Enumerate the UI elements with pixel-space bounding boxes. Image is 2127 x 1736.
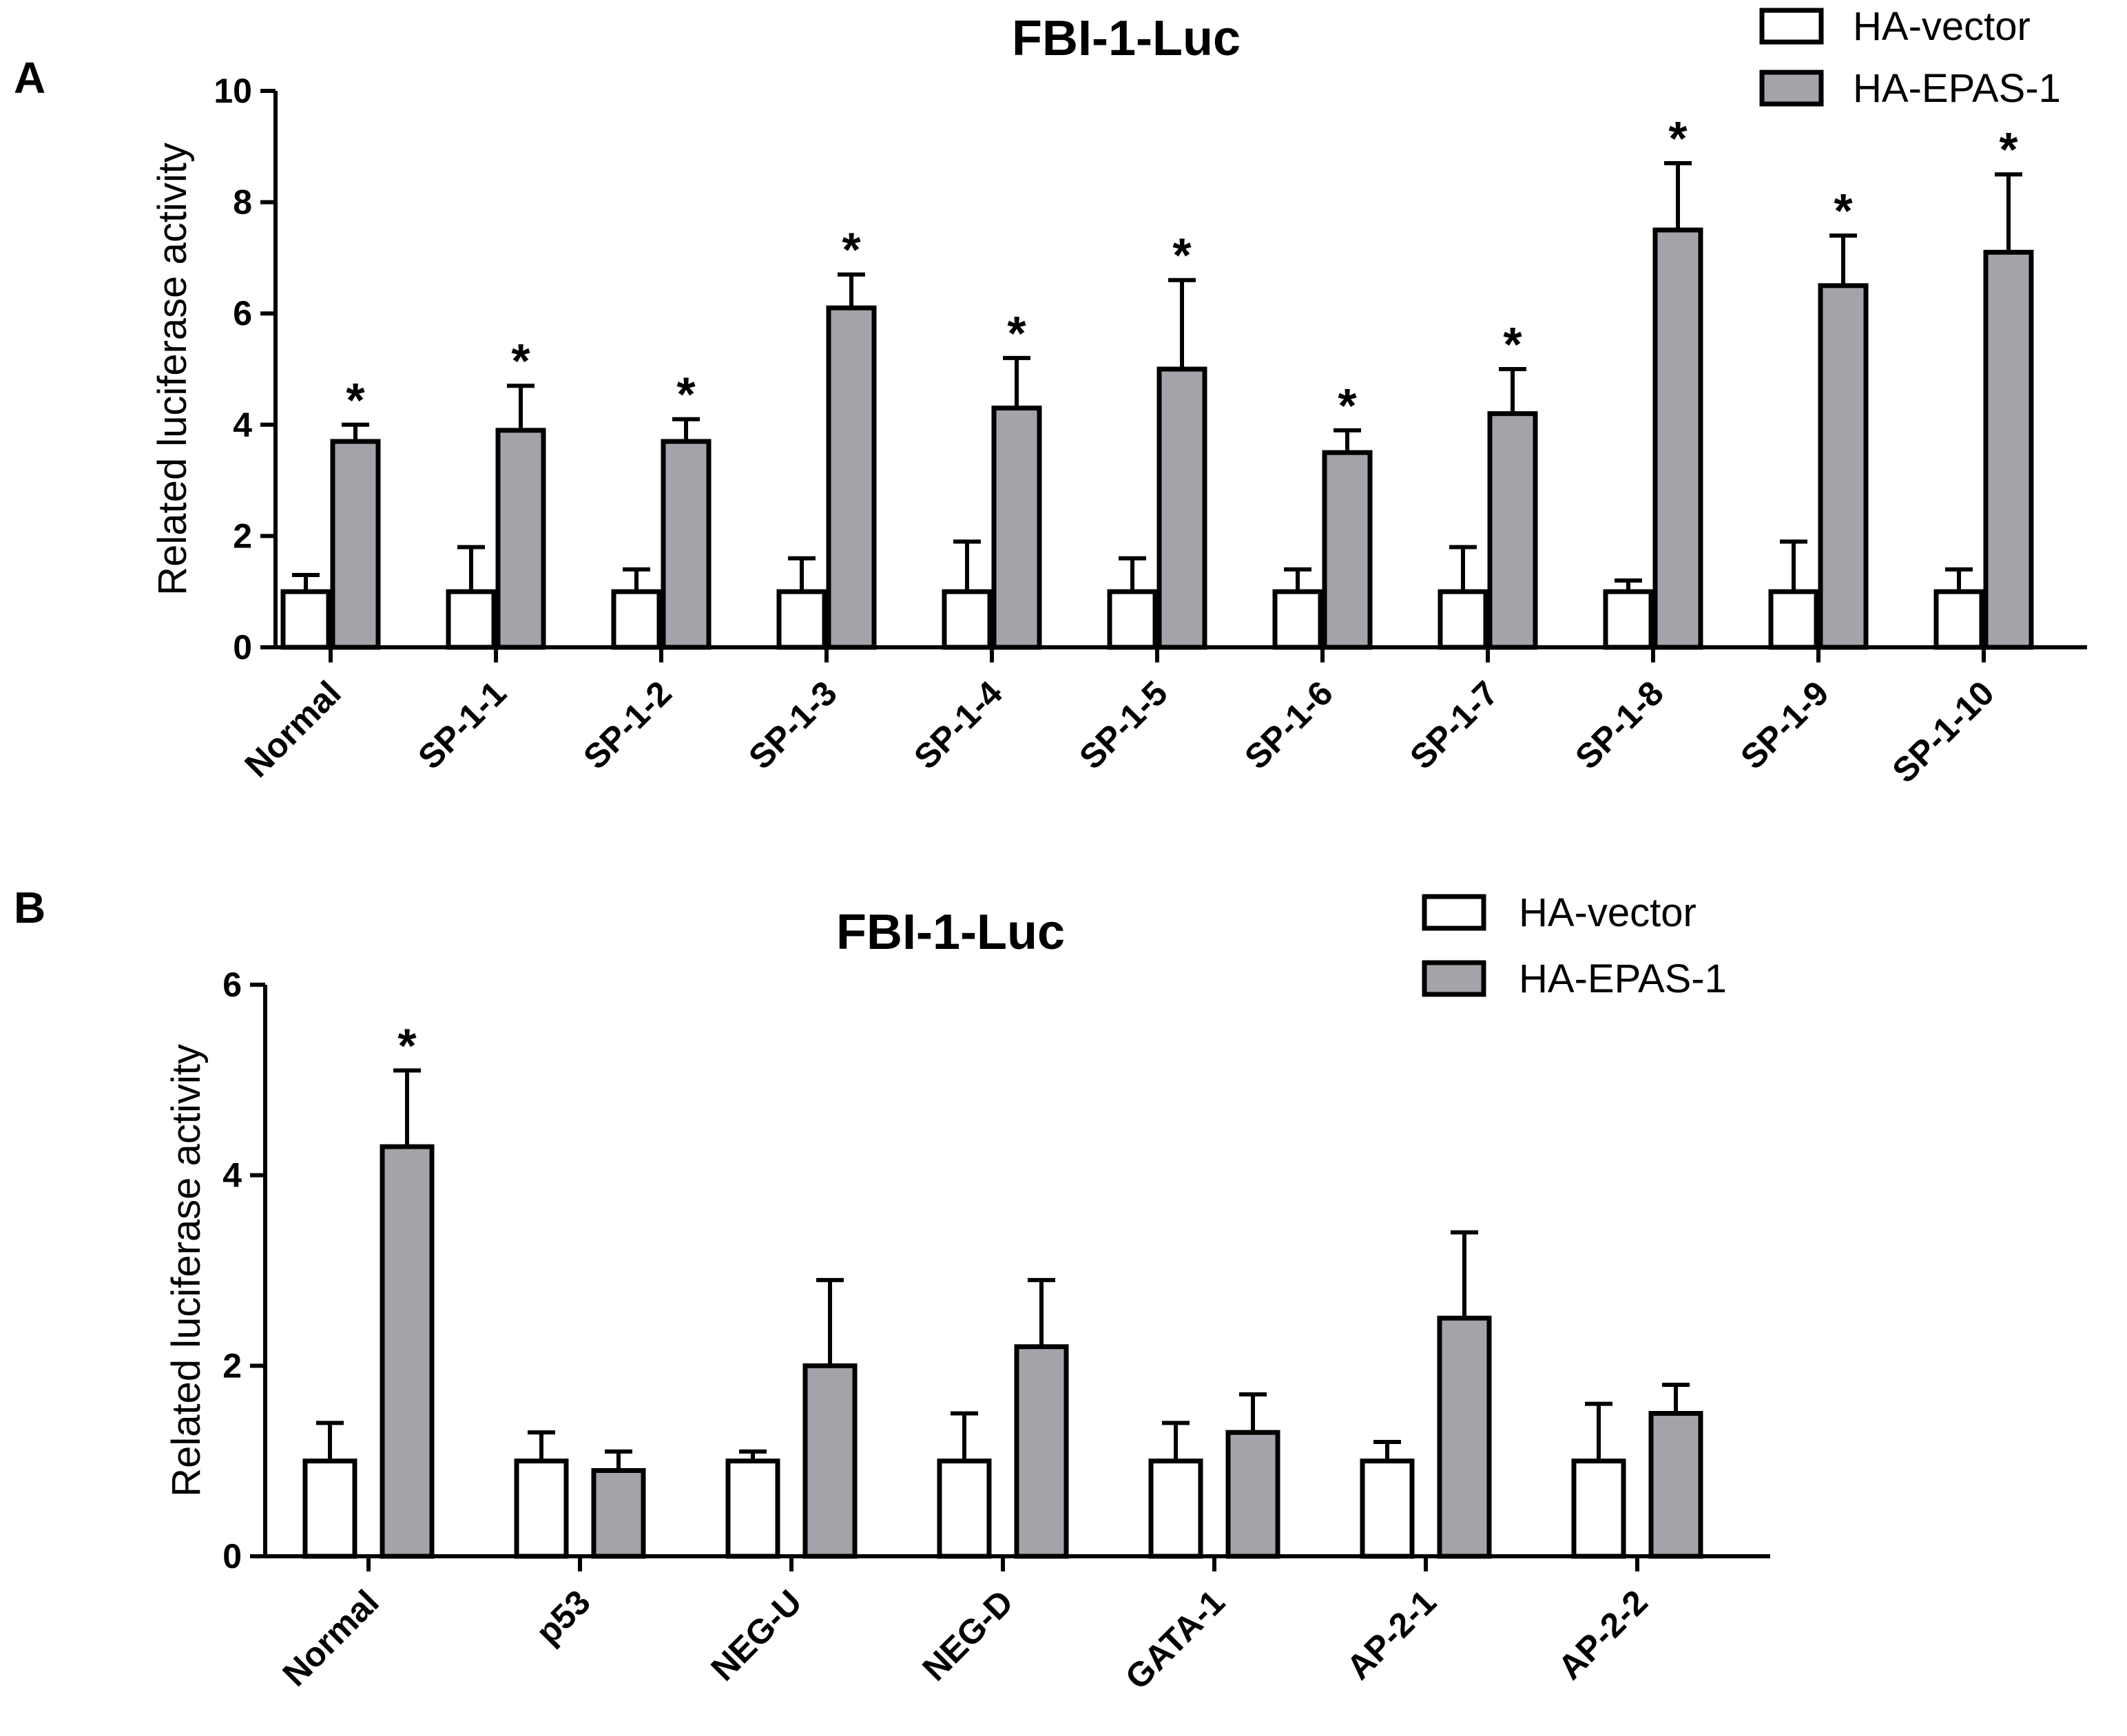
chart1-legend-label-0: HA-vector <box>1519 890 1697 935</box>
chart1-bar-1-1 <box>591 1468 646 1559</box>
chart1-bar-0-1 <box>514 1458 569 1559</box>
chart1-bar-0-0 <box>302 1458 357 1559</box>
chart1-bar-0-5 <box>1360 1458 1415 1559</box>
chart1-category-label-4: GATA-1 <box>1118 1582 1232 1697</box>
chart1-category-label-3: NEG-D <box>915 1582 1021 1688</box>
chart1-bar-0-6 <box>1571 1458 1626 1559</box>
chart0-bar-1-5 <box>1156 366 1207 650</box>
chart0-bar-0-1 <box>446 589 497 650</box>
chart1-bar-0-2 <box>725 1458 780 1559</box>
chart0-y-tick-label-0: 0 <box>233 628 252 667</box>
panel-label-a: A <box>14 53 45 103</box>
chart0-significance-9: * <box>1834 184 1853 238</box>
chart0-category-label-10: SP-1-10 <box>1885 673 2001 790</box>
chart0-category-label-7: SP-1-7 <box>1402 673 1506 777</box>
chart0-category-label-5: SP-1-5 <box>1072 673 1175 777</box>
chart0-legend-swatch-0 <box>1759 8 1824 45</box>
chart1-y-tick-label-0: 0 <box>222 1537 242 1576</box>
chart0-legend-label-1: HA-EPAS-1 <box>1853 66 2061 111</box>
chart1-y-axis-label: Related luciferase activity <box>164 1044 209 1497</box>
chart0-y-tick-label-2: 4 <box>233 406 252 444</box>
chart1-title: FBI-1-Luc <box>836 905 1065 960</box>
chart0-category-label-0: Normal <box>237 673 348 784</box>
chart0-bar-0-9 <box>1768 589 1819 650</box>
chart0-significance-5: * <box>1172 229 1192 282</box>
chart0-significance-4: * <box>1007 306 1026 360</box>
chart-panel-b: FBI-1-Luc 0 2 4 6 Related luciferase activity… <box>164 890 1770 1697</box>
chart1-bar-0-4 <box>1148 1458 1203 1559</box>
chart0-y-tick-label-3: 6 <box>233 294 252 333</box>
chart1-category-label-0: Normal <box>275 1582 386 1693</box>
chart1-significance-0: * <box>397 1019 417 1073</box>
chart1-category-label-5: AP-2-1 <box>1339 1582 1444 1687</box>
chart1-y-tick-label-2: 4 <box>222 1156 242 1195</box>
chart0-significance-2: * <box>676 368 696 421</box>
chart1-bar-0-3 <box>937 1458 992 1559</box>
chart1-bar-1-4 <box>1225 1430 1280 1559</box>
chart0-bar-0-4 <box>942 589 993 650</box>
chart0-title: FBI-1-Luc <box>1012 11 1241 66</box>
chart0-significance-7: * <box>1503 317 1522 371</box>
chart1-bar-1-5 <box>1437 1315 1492 1559</box>
chart1-bar-1-3 <box>1014 1344 1069 1559</box>
chart1-y-tick-label-3: 6 <box>222 965 242 1004</box>
chart0-bar-0-5 <box>1107 589 1158 650</box>
chart0-bar-1-9 <box>1818 283 1869 650</box>
chart0-significance-10: * <box>1999 123 2018 176</box>
chart0-category-label-8: SP-1-8 <box>1568 673 1671 777</box>
chart0-bar-1-7 <box>1487 411 1538 650</box>
chart0-bar-1-10 <box>1983 249 2034 650</box>
chart1-legend-label-1: HA-EPAS-1 <box>1519 956 1727 1001</box>
chart1-category-label-6: AP-2-2 <box>1550 1582 1655 1687</box>
chart0-bar-1-8 <box>1652 227 1703 650</box>
chart0-significance-6: * <box>1338 379 1357 432</box>
chart0-bar-0-2 <box>611 589 662 650</box>
chart0-y-axis-label: Related luciferase activity <box>150 143 195 596</box>
chart0-significance-0: * <box>346 373 365 427</box>
panel-label-b: B <box>14 883 45 932</box>
chart1-bar-1-0 <box>380 1144 435 1559</box>
chart0-bar-1-0 <box>330 439 381 650</box>
chart0-legend-swatch-1 <box>1759 70 1824 107</box>
chart0-bar-1-1 <box>495 428 546 650</box>
chart0-significance-8: * <box>1668 112 1688 165</box>
chart0-category-label-3: SP-1-3 <box>741 673 844 777</box>
chart0-category-label-6: SP-1-6 <box>1237 673 1340 777</box>
chart1-bar-1-2 <box>802 1363 858 1559</box>
chart0-bar-0-6 <box>1272 589 1323 650</box>
chart1-legend-swatch-1 <box>1422 960 1486 997</box>
chart0-category-label-2: SP-1-2 <box>576 673 679 777</box>
chart1-category-label-2: NEG-U <box>703 1582 809 1688</box>
chart0-bar-0-7 <box>1438 589 1488 650</box>
chart1-bar-1-6 <box>1648 1411 1703 1559</box>
chart0-bar-0-3 <box>776 589 827 650</box>
chart1-y-tick-label-1: 2 <box>222 1346 242 1385</box>
chart0-legend-label-0: HA-vector <box>1853 4 2031 49</box>
chart0-bar-1-4 <box>991 406 1042 650</box>
chart0-y-tick-label-1: 2 <box>233 516 252 555</box>
chart0-significance-3: * <box>842 223 861 277</box>
chart1-category-label-1: p53 <box>528 1582 598 1652</box>
chart-panel-a: FBI-1-Luc 0 2 4 6 8 10 Related luciferase activ… <box>150 4 2087 790</box>
chart0-category-label-4: SP-1-4 <box>906 673 1010 777</box>
chart0-bar-1-6 <box>1322 450 1373 650</box>
chart0-category-label-9: SP-1-9 <box>1733 673 1836 777</box>
chart0-bar-0-0 <box>280 589 331 650</box>
chart0-bar-0-10 <box>1933 589 1984 650</box>
chart0-bar-1-2 <box>661 439 712 650</box>
chart0-y-tick-label-5: 10 <box>214 72 252 110</box>
chart1-legend-swatch-0 <box>1422 894 1486 931</box>
chart0-y-tick-label-4: 8 <box>233 183 252 222</box>
chart0-bar-1-3 <box>826 305 877 650</box>
chart0-category-label-1: SP-1-1 <box>411 673 514 777</box>
chart0-bar-0-8 <box>1603 589 1654 650</box>
chart0-significance-1: * <box>511 334 530 388</box>
